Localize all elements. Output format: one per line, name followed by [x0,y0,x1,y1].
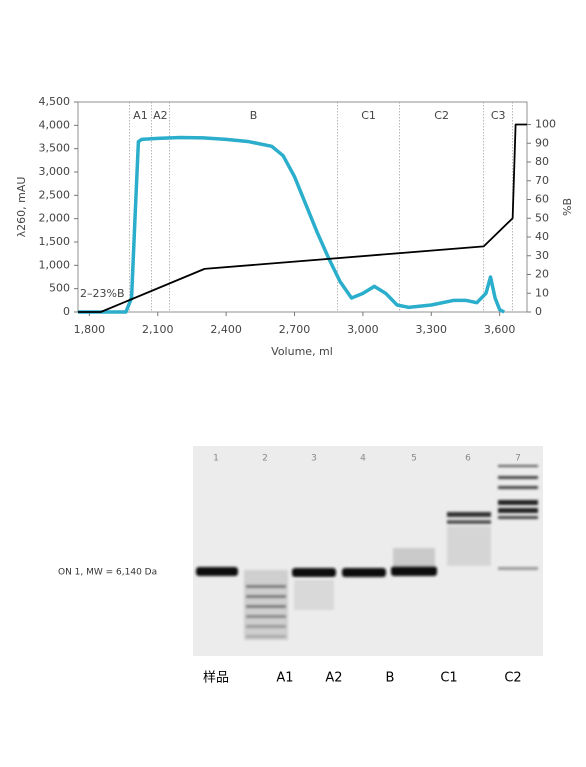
y2-tick-label: 70 [535,174,549,187]
y2-tick-label: 50 [535,211,549,224]
y2-tick-label: 20 [535,268,549,281]
lane-number: 6 [465,454,471,464]
y-tick-label: 0 [63,305,70,318]
y-tick-label: 4,000 [39,118,71,131]
sample-label: C2 [504,671,521,686]
y-tick-label: 2,500 [39,188,71,201]
sample-label: 样品 [203,671,229,686]
y-tick-label: 4,500 [39,95,71,108]
sample-label: B [386,671,395,686]
y-tick-label: 2,000 [39,212,71,225]
lane-number: 3 [311,454,317,464]
lane-number: 1 [213,454,219,464]
y2-tick-label: 30 [535,249,549,262]
y-tick-label: 3,000 [39,165,71,178]
series-line [78,135,506,314]
x-tick-label: 3,300 [416,323,448,336]
x-tick-label: 2,700 [279,323,311,336]
y-tick-label: 1,000 [39,258,71,271]
fraction-label: C2 [434,109,449,122]
fraction-label: B [250,109,258,122]
y2-axis-title: %B [561,198,574,216]
x-axis-title: Volume, ml [271,345,333,358]
lane-number: 5 [411,454,417,464]
marker-label: ON 1, MW = 6,140 Da [58,568,157,578]
sample-label: A1 [276,671,293,686]
lane-number: 4 [360,454,366,464]
plot-frame [77,101,528,313]
y2-tick-label: 100 [535,118,556,131]
y-tick-label: 1,500 [39,235,71,248]
series-line [78,123,527,313]
fraction-label: A2 [153,109,168,122]
x-tick-label: 3,000 [347,323,379,336]
x-tick-label: 2,400 [210,323,242,336]
y-tick-label: 500 [49,282,70,295]
lane-number: 7 [515,454,521,464]
lane-number: 2 [262,454,268,464]
y-tick-label: 3,500 [39,142,71,155]
fraction-label: C1 [361,109,376,122]
gel-bands [196,465,538,640]
x-tick-label: 2,100 [142,323,174,336]
y2-tick-label: 60 [535,193,549,206]
y2-tick-label: 10 [535,286,549,299]
y2-tick-label: 90 [535,136,549,149]
sample-label: C1 [440,671,457,686]
fraction-label: C3 [491,109,506,122]
x-tick-label: 1,800 [74,323,106,336]
gel-image: 1 2 3 4 5 6 7 [193,446,543,656]
y2-tick-label: 80 [535,155,549,168]
y2-tick-label: 0 [535,305,542,318]
x-tick-label: 3,600 [484,323,516,336]
annotation: 2–23%B [80,287,125,300]
sample-label: A2 [325,671,342,686]
y-axis-title: λ260, mAU [15,177,28,238]
y2-tick-label: 40 [535,230,549,243]
fraction-label: A1 [133,109,148,122]
